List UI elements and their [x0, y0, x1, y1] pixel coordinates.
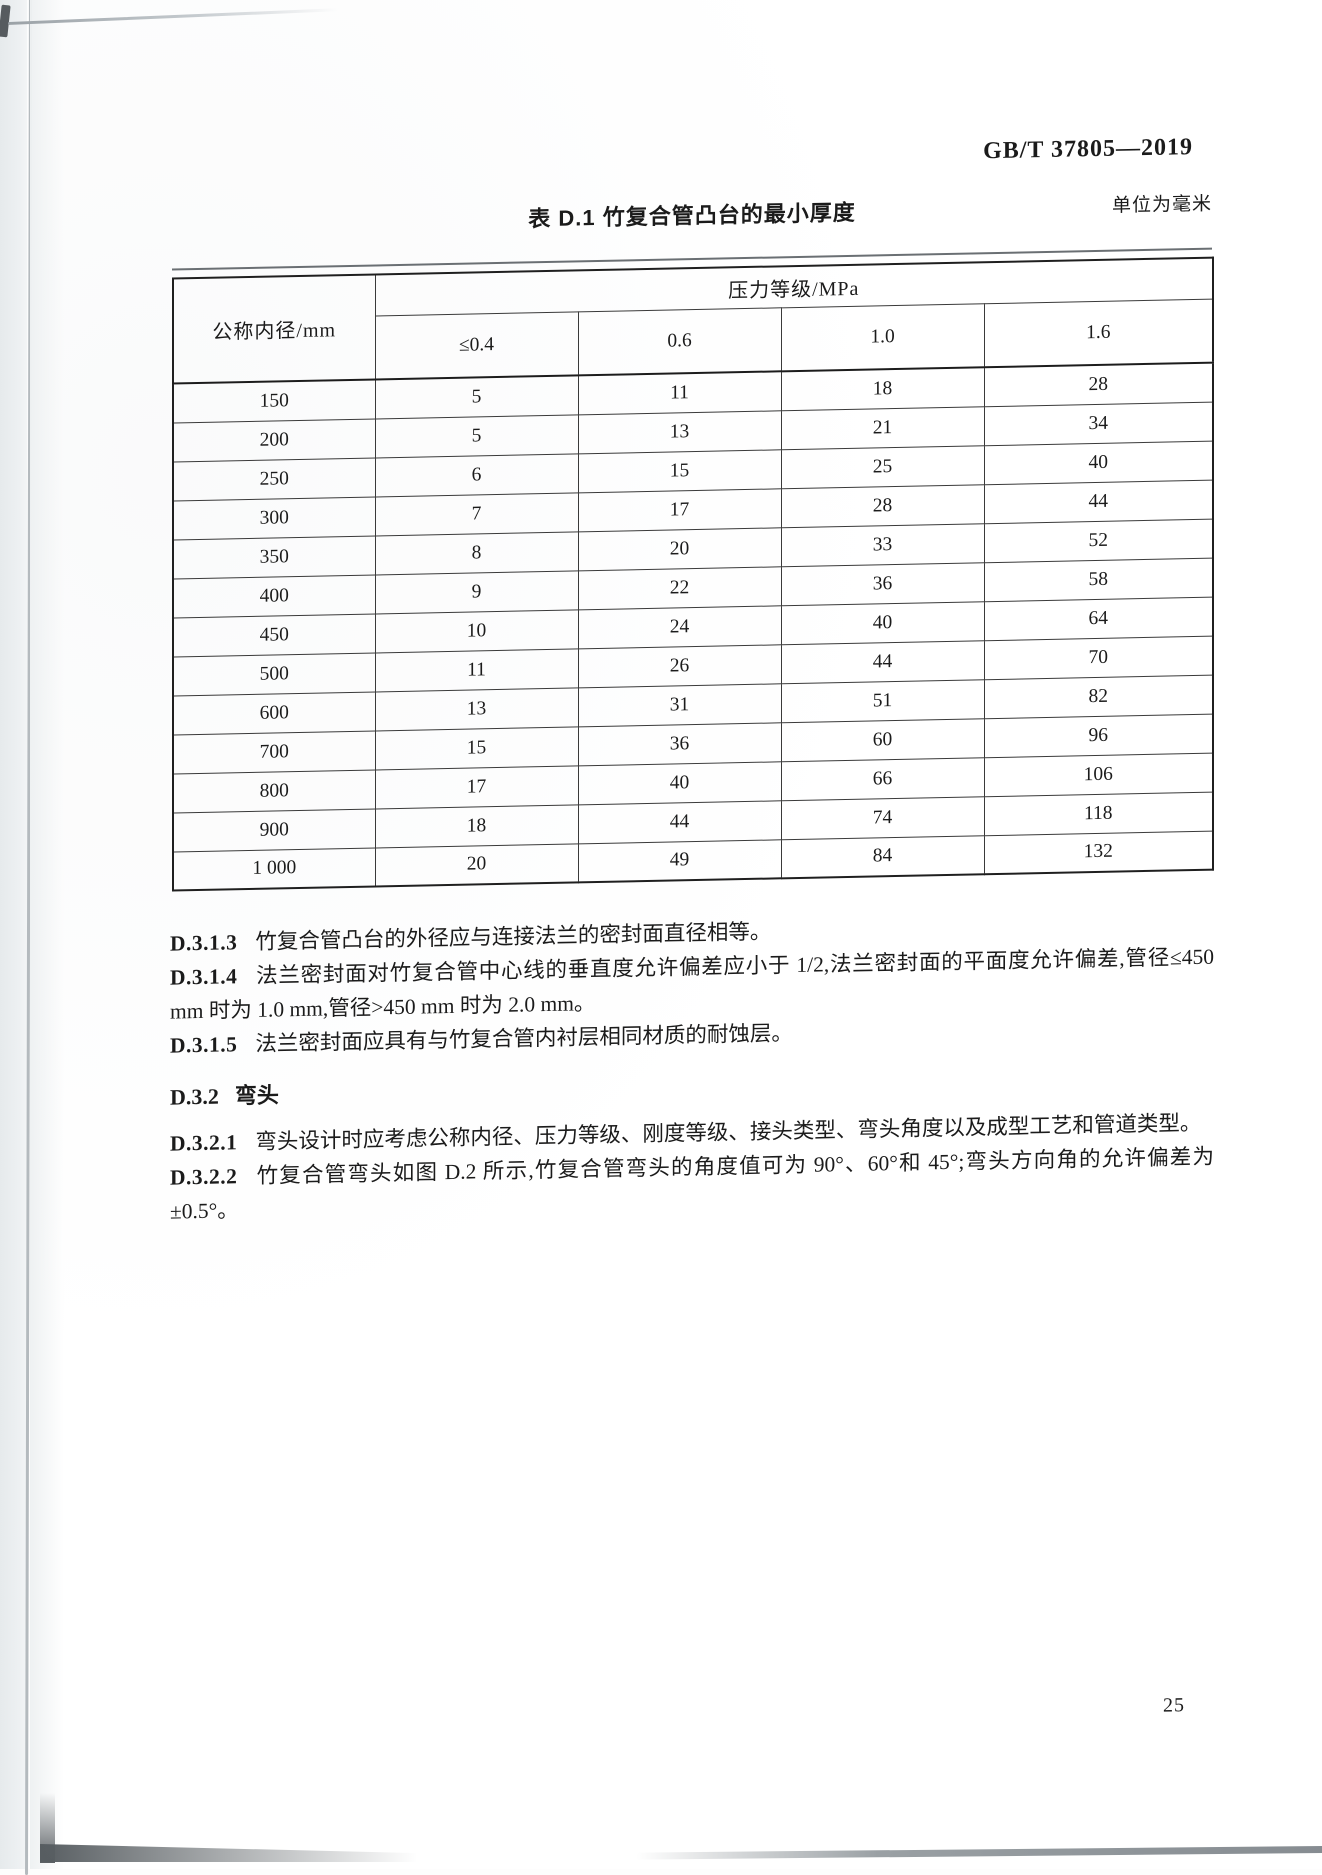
- thickness-value-cell: 118: [984, 791, 1214, 836]
- thickness-value-cell: 13: [375, 687, 578, 731]
- thickness-value-cell: 58: [984, 557, 1214, 602]
- thickness-value-cell: 18: [781, 367, 984, 411]
- thickness-value-cell: 5: [375, 414, 578, 458]
- thickness-value-cell: 15: [578, 449, 781, 493]
- thickness-value-cell: 24: [578, 605, 781, 649]
- scan-left-edge-fade: [30, 0, 64, 1869]
- thickness-value-cell: 11: [578, 371, 781, 415]
- paragraph-label: D.3.1.5: [170, 1032, 238, 1058]
- thickness-value-cell: 106: [984, 752, 1214, 797]
- thickness-value-cell: 33: [781, 523, 984, 567]
- table-title: 表 D.1 竹复合管凸台的最小厚度: [528, 199, 856, 232]
- standard-number: GB/T 37805—2019: [983, 134, 1193, 165]
- section-title: 弯头: [234, 1082, 279, 1109]
- thickness-value-cell: 44: [578, 800, 781, 844]
- thickness-value-cell: 40: [984, 440, 1214, 485]
- section-label: D.3.2: [170, 1083, 219, 1110]
- paragraph-text: 法兰密封面应具有与竹复合管内衬层相同材质的耐蚀层。: [255, 1021, 793, 1056]
- nominal-diameter-cell: 1 000: [173, 847, 375, 891]
- paragraph-label: D.3.2.2: [170, 1164, 238, 1190]
- thickness-value-cell: 6: [375, 453, 578, 497]
- paragraph-label: D.3.1.3: [170, 930, 238, 956]
- nominal-diameter-cell: 900: [173, 808, 375, 852]
- col-header-pressure-1: 0.6: [578, 307, 781, 376]
- min-thickness-table: 公称内径/mm 压力等级/MPa ≤0.4 0.6 1.0 1.6 150 5 11…: [172, 256, 1215, 892]
- col-header-nominal-diameter: 公称内径/mm: [173, 274, 375, 384]
- thickness-value-cell: 17: [375, 765, 578, 809]
- nominal-diameter-cell: 300: [173, 496, 375, 540]
- section-heading-d32: D.3.2 弯头: [170, 1060, 1214, 1115]
- thickness-value-cell: 132: [984, 830, 1214, 875]
- thickness-value-cell: 28: [984, 362, 1214, 407]
- thickness-value-cell: 74: [781, 796, 984, 840]
- nominal-diameter-cell: 200: [173, 418, 375, 462]
- thickness-value-cell: 20: [578, 527, 781, 571]
- nominal-diameter-cell: 500: [173, 652, 375, 696]
- thickness-value-cell: 44: [781, 640, 984, 684]
- thickness-value-cell: 49: [578, 839, 781, 883]
- thickness-value-cell: 13: [578, 410, 781, 454]
- thickness-value-cell: 82: [984, 674, 1214, 719]
- paragraph-text: 竹复合管凸台的外径应与连接法兰的密封面直径相等。: [255, 919, 772, 954]
- unit-note: 单位为毫米: [1111, 193, 1212, 217]
- col-header-pressure-2: 1.0: [781, 303, 984, 372]
- thickness-value-cell: 9: [375, 570, 578, 614]
- thickness-value-cell: 34: [984, 401, 1214, 446]
- thickness-value-cell: 40: [781, 601, 984, 645]
- table-body: 150 5 11 18 28 200 5 13 21 34 250 6 15 25 40 300 7 17 28 44…: [173, 362, 1214, 891]
- page-number: 25: [1163, 1694, 1185, 1717]
- thickness-value-cell: 26: [578, 644, 781, 688]
- nominal-diameter-cell: 450: [173, 613, 375, 657]
- nominal-diameter-cell: 250: [173, 457, 375, 501]
- nominal-diameter-cell: 350: [173, 535, 375, 579]
- thickness-value-cell: 25: [781, 445, 984, 489]
- thickness-value-cell: 52: [984, 518, 1214, 563]
- thickness-value-cell: 31: [578, 683, 781, 727]
- thickness-value-cell: 84: [781, 835, 984, 879]
- thickness-value-cell: 44: [984, 479, 1214, 524]
- scan-left-edge: [0, 0, 27, 1869]
- thickness-value-cell: 21: [781, 406, 984, 450]
- thickness-value-cell: 7: [375, 492, 578, 536]
- nominal-diameter-cell: 150: [173, 379, 375, 423]
- nominal-diameter-cell: 400: [173, 574, 375, 618]
- thickness-value-cell: 15: [375, 726, 578, 770]
- paragraph-label: D.3.1.4: [170, 964, 238, 990]
- thickness-value-cell: 40: [578, 761, 781, 805]
- paragraph-text: 竹复合管弯头如图 D.2 所示,竹复合管弯头的角度值可为 90°、60°和 45…: [170, 1144, 1214, 1224]
- thickness-value-cell: 64: [984, 596, 1214, 641]
- nominal-diameter-cell: 700: [173, 730, 375, 774]
- thickness-value-cell: 51: [781, 679, 984, 723]
- thickness-value-cell: 36: [781, 562, 984, 606]
- thickness-value-cell: 17: [578, 488, 781, 532]
- thickness-value-cell: 10: [375, 609, 578, 653]
- thickness-value-cell: 20: [375, 843, 578, 887]
- thickness-value-cell: 96: [984, 713, 1214, 758]
- thickness-value-cell: 11: [375, 648, 578, 692]
- thickness-value-cell: 28: [781, 484, 984, 528]
- col-header-pressure-0: ≤0.4: [375, 311, 578, 380]
- thickness-value-cell: 22: [578, 566, 781, 610]
- col-header-pressure-3: 1.6: [984, 299, 1214, 368]
- nominal-diameter-cell: 800: [173, 769, 375, 813]
- thickness-value-cell: 18: [375, 804, 578, 848]
- thickness-value-cell: 60: [781, 718, 984, 762]
- thickness-value-cell: 70: [984, 635, 1214, 680]
- thickness-value-cell: 5: [375, 375, 578, 419]
- table-caption-row: 表 D.1 竹复合管凸台的最小厚度 单位为毫米: [172, 188, 1212, 239]
- thickness-value-cell: 66: [781, 757, 984, 801]
- body-text: D.3.1.3 竹复合管凸台的外径应与连接法兰的密封面直径相等。 D.3.1.4 法…: [170, 906, 1214, 1229]
- thickness-value-cell: 36: [578, 722, 781, 766]
- nominal-diameter-cell: 600: [173, 691, 375, 735]
- thickness-value-cell: 8: [375, 531, 578, 575]
- paragraph-label: D.3.2.1: [170, 1130, 238, 1156]
